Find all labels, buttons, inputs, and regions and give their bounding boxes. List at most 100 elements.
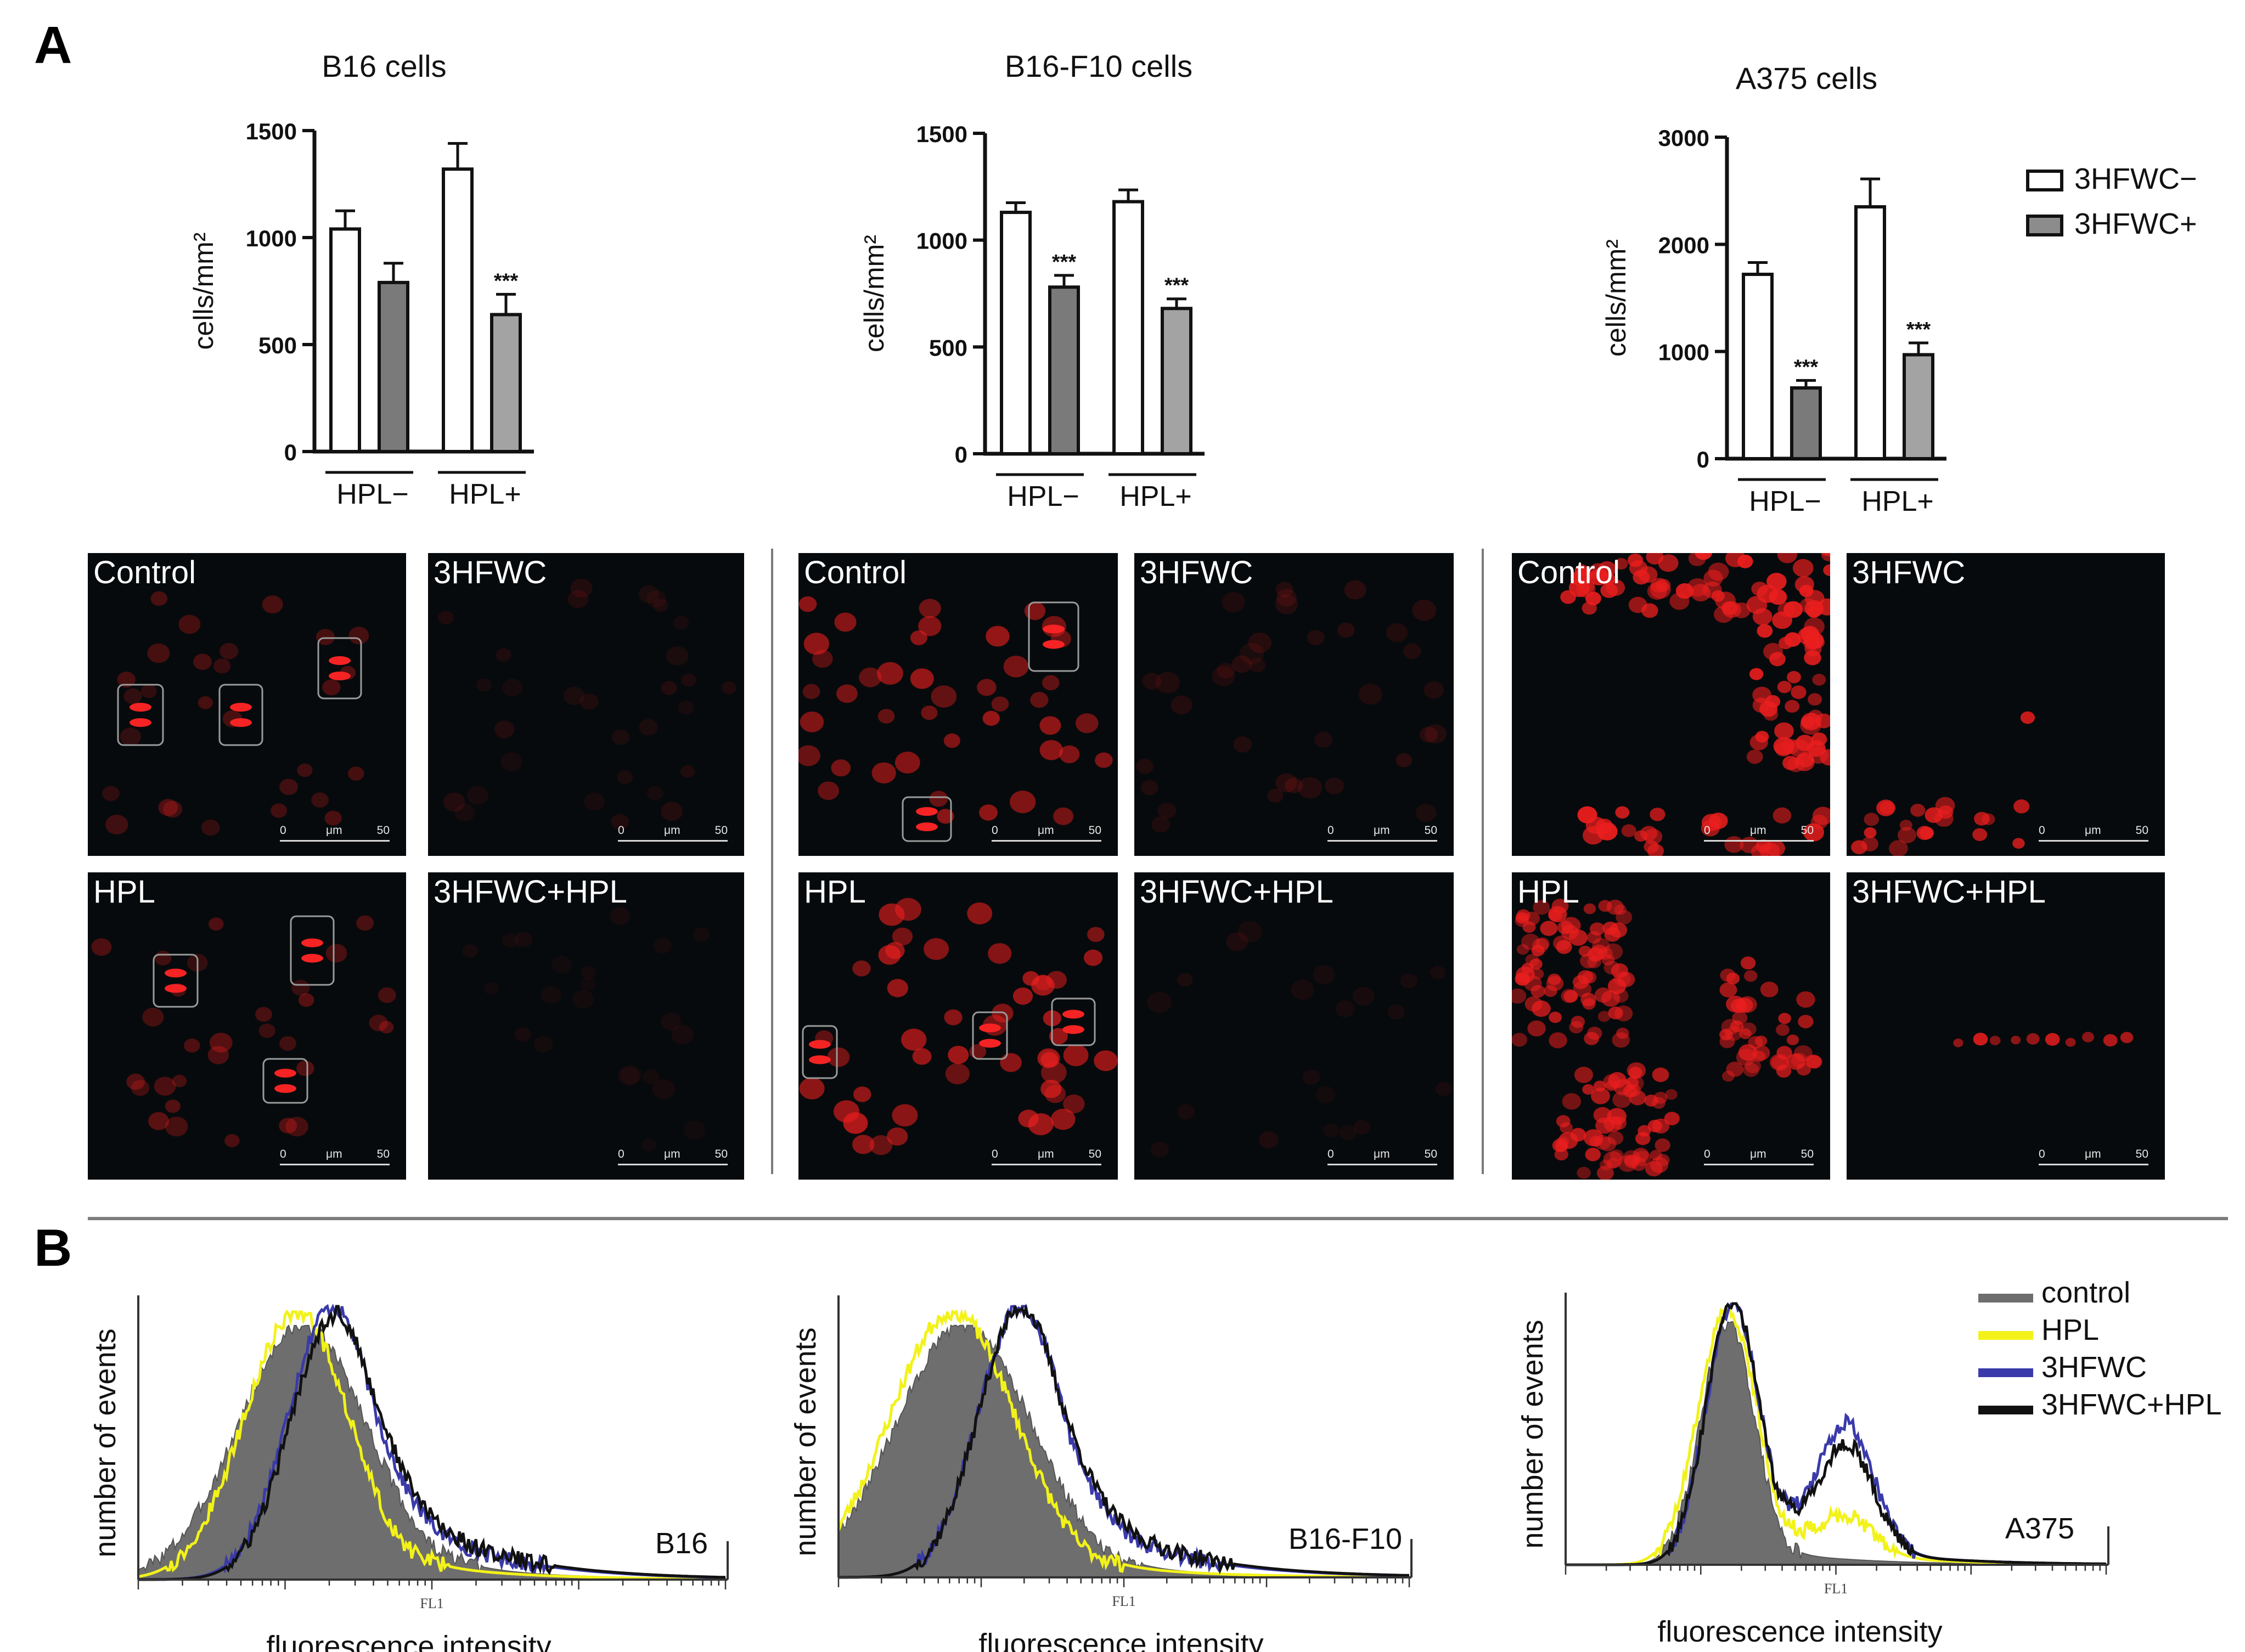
nucleus <box>1562 1093 1582 1110</box>
nucleus <box>567 590 589 608</box>
nucleus <box>1720 968 1736 982</box>
nucleus <box>919 599 941 618</box>
y-tick-label: 1000 <box>246 225 297 251</box>
nucleus <box>1574 1067 1593 1083</box>
scale-bar-line <box>1327 1164 1437 1165</box>
nucleus <box>1982 813 1995 825</box>
nucleus <box>1989 1035 2001 1046</box>
nucleus <box>1531 985 1545 998</box>
nucleus <box>1864 813 1880 826</box>
scale-bar-line <box>992 840 1101 842</box>
scale-bar-fifty: 50 <box>714 1148 728 1160</box>
nucleus <box>1752 608 1773 625</box>
legend-label: 3HFWC+ <box>2074 207 2197 240</box>
cell-nuclei <box>1147 921 1452 1158</box>
micrograph-label: 3HFWC+HPL <box>1852 874 2046 910</box>
nucleus <box>1563 990 1578 1003</box>
nucleus <box>642 1138 656 1152</box>
nucleus <box>1744 970 1758 982</box>
nucleus <box>165 1100 181 1113</box>
nucleus <box>721 681 736 695</box>
cell-nuclei <box>437 578 736 830</box>
histogram-series-control <box>138 1324 726 1580</box>
nucleus <box>1650 808 1666 821</box>
micrograph-hfwc-3: 3HFWC 0 μm 50 <box>1847 553 2165 856</box>
nucleus <box>533 1036 553 1053</box>
y-axis-label: number of events <box>1516 1320 1549 1548</box>
mitotic-chromosomes <box>274 1084 296 1093</box>
nucleus <box>1039 740 1063 760</box>
nucleus <box>1549 1032 1567 1048</box>
scale-bar: 0 μm 50 <box>1327 820 1437 844</box>
scale-bar: 0 μm 50 <box>618 820 728 844</box>
y-tick-label: 0 <box>955 442 967 467</box>
nucleus <box>1031 975 1055 996</box>
nucleus <box>1582 998 1596 1010</box>
y-axis-label: cells/mm² <box>1601 239 1631 357</box>
nucleus <box>1608 1006 1623 1020</box>
nucleus <box>892 927 913 946</box>
mitotic-chromosomes <box>1043 624 1065 634</box>
nucleus <box>798 596 817 612</box>
nucleus <box>1570 1127 1586 1142</box>
nucleus <box>1589 922 1605 936</box>
nucleus <box>1063 1094 1085 1114</box>
nucleus <box>827 1047 850 1067</box>
nucleus <box>1412 600 1437 621</box>
nucleus <box>818 781 839 800</box>
nucleus <box>1012 987 1033 1005</box>
micrograph-hfwc-2: 3HFWC 0 μm 50 <box>1134 553 1454 856</box>
scale-bar-zero: 0 <box>1327 1148 1334 1160</box>
nucleus <box>102 786 120 801</box>
nucleus <box>1623 1150 1641 1165</box>
y-tick-label: 500 <box>258 332 297 358</box>
nucleus <box>610 907 631 925</box>
nucleus <box>1051 1108 1076 1130</box>
nucleus <box>1561 917 1581 934</box>
nucleus <box>324 810 342 826</box>
nucleus <box>853 1086 871 1102</box>
nucleus <box>1808 693 1822 706</box>
nucleus <box>1898 827 1917 843</box>
histogram-charts: FL1 B16 fluorescence intensity number of ev… <box>89 1276 2222 1652</box>
scale-bar-zero: 0 <box>618 824 624 837</box>
y-tick-label: 2000 <box>1658 232 1709 258</box>
nucleus <box>901 1028 927 1051</box>
scale-bar-unit: μm <box>1750 824 1766 837</box>
nucleus <box>666 646 689 666</box>
scale-bar-line <box>618 840 728 842</box>
nucleus <box>1811 732 1827 746</box>
nucleus <box>1792 559 1814 577</box>
nucleus <box>279 1118 297 1134</box>
nucleus <box>1532 1000 1551 1017</box>
nucleus <box>1687 578 1708 597</box>
nucleus <box>948 1046 969 1064</box>
scale-bar-fifty: 50 <box>1424 824 1437 837</box>
cell-nuclei <box>462 907 710 1152</box>
nucleus <box>673 616 689 630</box>
nucleus <box>1582 1084 1595 1095</box>
nucleus <box>496 648 511 662</box>
nucleus <box>1533 900 1550 915</box>
nucleus <box>1535 937 1550 950</box>
nucleus <box>1430 966 1445 980</box>
scale-bar: 0 μm 50 <box>280 820 390 844</box>
y-tick-label: 1500 <box>246 119 297 144</box>
nucleus <box>1226 932 1248 951</box>
nucleus <box>1791 685 1807 700</box>
nucleus <box>2045 1033 2060 1046</box>
nucleus <box>1594 1135 1611 1150</box>
axis-tag: FL1 <box>1112 1593 1135 1609</box>
nucleus <box>1615 806 1630 819</box>
mitosis-box <box>1028 601 1079 672</box>
nucleus <box>895 898 921 921</box>
nucleus <box>643 1069 660 1084</box>
nucleus <box>1582 971 1597 984</box>
nucleus <box>131 1080 150 1096</box>
nucleus <box>1591 1087 1610 1104</box>
micrograph-label: Control <box>93 555 196 590</box>
nucleus <box>1665 1089 1678 1100</box>
nucleus <box>2013 799 2030 814</box>
histogram-label: B16-F10 <box>1289 1523 1402 1555</box>
nucleus <box>683 1120 706 1140</box>
